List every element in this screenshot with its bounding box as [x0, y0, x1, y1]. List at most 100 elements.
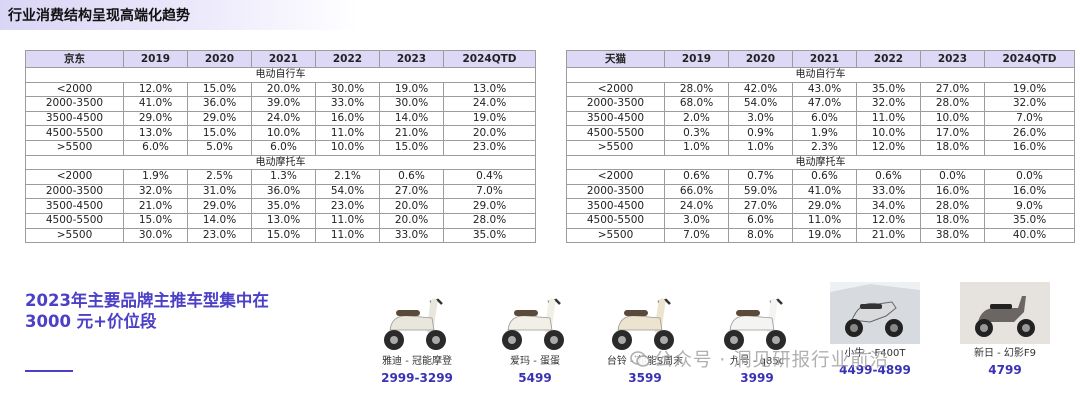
scooter-image: [950, 282, 1060, 344]
year-header: 2023: [379, 50, 444, 68]
year-header: 2022: [856, 50, 921, 68]
share-cell: 9.0%: [984, 198, 1075, 214]
price-range-cell: <2000: [25, 81, 124, 98]
price-range-cell: 4500-5500: [25, 125, 124, 141]
share-cell: 33.0%: [379, 227, 444, 244]
watermark-text: 公众号 · 洞见研报行业前沿: [654, 350, 890, 371]
product-card: 爱玛 - 蛋蛋 5499: [480, 288, 590, 385]
share-cell: 24.0%: [443, 96, 536, 112]
share-cell: 7.0%: [443, 183, 536, 200]
promo-text: 2023年主要品牌主推车型集中在 3000 元+价位段: [25, 290, 269, 332]
section-row: 电动摩托车: [25, 154, 536, 171]
price-range-cell: <2000: [566, 81, 665, 98]
table-header-row: 天猫 2019 2020 2021 2022 2023 2024QTD: [566, 50, 1075, 68]
year-header: 2020: [728, 50, 793, 68]
share-cell: 29.0%: [123, 110, 188, 127]
share-cell: 10.0%: [920, 110, 985, 127]
share-cell: 68.0%: [664, 96, 729, 112]
share-cell: 0.0%: [920, 169, 985, 185]
share-cell: 6.0%: [792, 110, 857, 127]
table-row: 4500-5500 0.3% 0.9% 1.9% 10.0% 17.0% 26.0%: [566, 125, 1075, 141]
product-price: 5499: [518, 371, 552, 385]
product-price: 2999-3299: [381, 371, 453, 385]
share-cell: 21.0%: [856, 227, 921, 244]
product-price: 4799: [988, 363, 1022, 377]
year-header: 2020: [187, 50, 252, 68]
price-range-cell: 2000-3500: [566, 183, 665, 200]
share-cell: 47.0%: [792, 96, 857, 112]
table-row: 4500-5500 3.0% 6.0% 11.0% 12.0% 18.0% 35.0%: [566, 212, 1075, 229]
product-card: 九号 - q85c 3999: [702, 282, 812, 385]
product-name: 爱玛 - 蛋蛋: [510, 356, 560, 367]
year-header: 2021: [792, 50, 857, 68]
share-cell: 29.0%: [792, 198, 857, 214]
share-cell: 19.0%: [379, 81, 444, 98]
price-range-cell: >5500: [25, 227, 124, 244]
share-cell: 29.0%: [187, 198, 252, 214]
price-range-cell: >5500: [566, 227, 665, 244]
share-cell: 0.9%: [728, 125, 793, 141]
tmall-price-table: 天猫 2019 2020 2021 2022 2023 2024QTD 电动自行车 <2000 2…: [566, 50, 1075, 244]
table-row: <2000 1.9% 2.5% 1.3% 2.1% 0.6% 0.4%: [25, 169, 536, 185]
table-row: >5500 7.0% 8.0% 19.0% 21.0% 38.0% 40.0%: [566, 227, 1075, 244]
price-range-cell: 4500-5500: [25, 212, 124, 229]
promo-underline: [25, 370, 73, 372]
table-row: <2000 28.0% 42.0% 43.0% 35.0% 27.0% 19.0%: [566, 81, 1075, 98]
share-cell: 15.0%: [251, 227, 316, 244]
share-cell: 0.4%: [443, 169, 536, 185]
share-cell: 28.0%: [920, 198, 985, 214]
year-header: 2021: [251, 50, 316, 68]
share-cell: 18.0%: [920, 139, 985, 156]
share-cell: 20.0%: [251, 81, 316, 98]
share-cell: 28.0%: [664, 81, 729, 98]
share-cell: 27.0%: [920, 81, 985, 98]
share-cell: 36.0%: [187, 96, 252, 112]
share-cell: 6.0%: [728, 212, 793, 229]
share-cell: 2.5%: [187, 169, 252, 185]
share-cell: 13.0%: [123, 125, 188, 141]
share-cell: 33.0%: [856, 183, 921, 200]
share-cell: 35.0%: [443, 227, 536, 244]
share-cell: 40.0%: [984, 227, 1075, 244]
share-cell: 21.0%: [123, 198, 188, 214]
share-cell: 23.0%: [315, 198, 380, 214]
share-cell: 5.0%: [187, 139, 252, 156]
price-range-cell: >5500: [566, 139, 665, 156]
table-row: >5500 6.0% 5.0% 6.0% 10.0% 15.0% 23.0%: [25, 139, 536, 156]
page-title: 行业消费结构呈现高端化趋势: [8, 8, 190, 24]
share-cell: 54.0%: [315, 183, 380, 200]
price-range-cell: 2000-3500: [25, 96, 124, 112]
share-cell: 1.3%: [251, 169, 316, 185]
share-cell: 6.0%: [123, 139, 188, 156]
jd-price-table: 京东 2019 2020 2021 2022 2023 2024QTD 电动自行车 <2000 1…: [25, 50, 536, 244]
share-cell: 2.1%: [315, 169, 380, 185]
price-range-cell: >5500: [25, 139, 124, 156]
share-cell: 11.0%: [315, 227, 380, 244]
share-cell: 0.6%: [379, 169, 444, 185]
price-range-cell: <2000: [566, 169, 665, 185]
product-card: 新日 - 幻影F9 4799: [950, 282, 1060, 377]
share-cell: 42.0%: [728, 81, 793, 98]
section-label: 电动摩托车: [25, 154, 536, 171]
share-cell: 24.0%: [251, 110, 316, 127]
share-cell: 10.0%: [251, 125, 316, 141]
share-cell: 11.0%: [792, 212, 857, 229]
share-cell: 15.0%: [123, 212, 188, 229]
section-label: 电动自行车: [25, 67, 536, 83]
share-cell: 7.0%: [664, 227, 729, 244]
share-cell: 15.0%: [187, 125, 252, 141]
year-header: 2024QTD: [443, 50, 536, 68]
price-range-cell: 4500-5500: [566, 212, 665, 229]
product-name: 新日 - 幻影F9: [973, 348, 1037, 359]
product-card: 小牛 - F400T 4499-4899: [820, 282, 930, 377]
share-cell: 30.0%: [379, 96, 444, 112]
scooter-image: [590, 282, 700, 352]
product-name: 小牛 - F400T: [844, 348, 906, 359]
share-cell: 3.0%: [664, 212, 729, 229]
share-cell: 21.0%: [379, 125, 444, 141]
year-header: 2024QTD: [984, 50, 1075, 68]
table-row: 4500-5500 13.0% 15.0% 10.0% 11.0% 21.0% 20.0%: [25, 125, 536, 141]
product-name: 雅迪 - 冠能摩登: [382, 356, 452, 367]
share-cell: 10.0%: [315, 139, 380, 156]
share-cell: 26.0%: [984, 125, 1075, 141]
